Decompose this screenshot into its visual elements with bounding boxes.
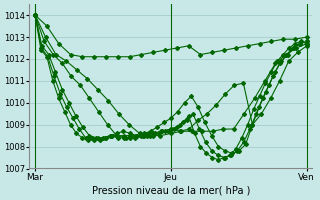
- X-axis label: Pression niveau de la mer( hPa ): Pression niveau de la mer( hPa ): [92, 186, 250, 196]
